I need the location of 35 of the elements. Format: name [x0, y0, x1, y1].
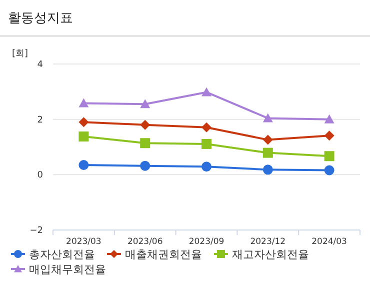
point: [140, 120, 150, 130]
x-tick-label: 2023/09: [188, 237, 224, 247]
point: [78, 131, 89, 142]
point: [324, 165, 334, 176]
point: [324, 130, 334, 141]
y-tick-label: 0: [37, 170, 44, 181]
point: [140, 138, 150, 148]
point: [262, 134, 273, 145]
y-tick-label: −2: [30, 226, 43, 236]
point: [262, 148, 273, 158]
point: [202, 138, 212, 149]
x-tick-label: 2023/03: [66, 237, 102, 247]
point: [202, 162, 212, 172]
point: [262, 113, 273, 122]
y-tick-label: 4: [37, 60, 44, 70]
point: [78, 160, 89, 170]
point: [202, 122, 212, 132]
legend-label: 매출채권회전율: [125, 248, 202, 261]
point: [324, 114, 334, 124]
y-tick-label: 2: [37, 115, 43, 126]
point: [78, 98, 89, 108]
legend-label: 매입채무회전율: [29, 263, 106, 276]
point: [140, 99, 150, 108]
point: [140, 160, 150, 171]
legend-label: 총자산회전율: [29, 248, 95, 261]
point: [78, 117, 89, 128]
x-tick-label: 2023/06: [127, 237, 163, 247]
x-tick-label: 2024/03: [312, 237, 347, 247]
point: [262, 164, 273, 175]
x-tick-label: 2023/12: [250, 237, 286, 247]
chart-title: 활동성지표: [8, 11, 73, 26]
legend-label: 재고자산회전율: [232, 248, 309, 261]
point: [202, 87, 212, 96]
y-axis-title: [회]: [12, 49, 28, 59]
point: [324, 151, 334, 162]
